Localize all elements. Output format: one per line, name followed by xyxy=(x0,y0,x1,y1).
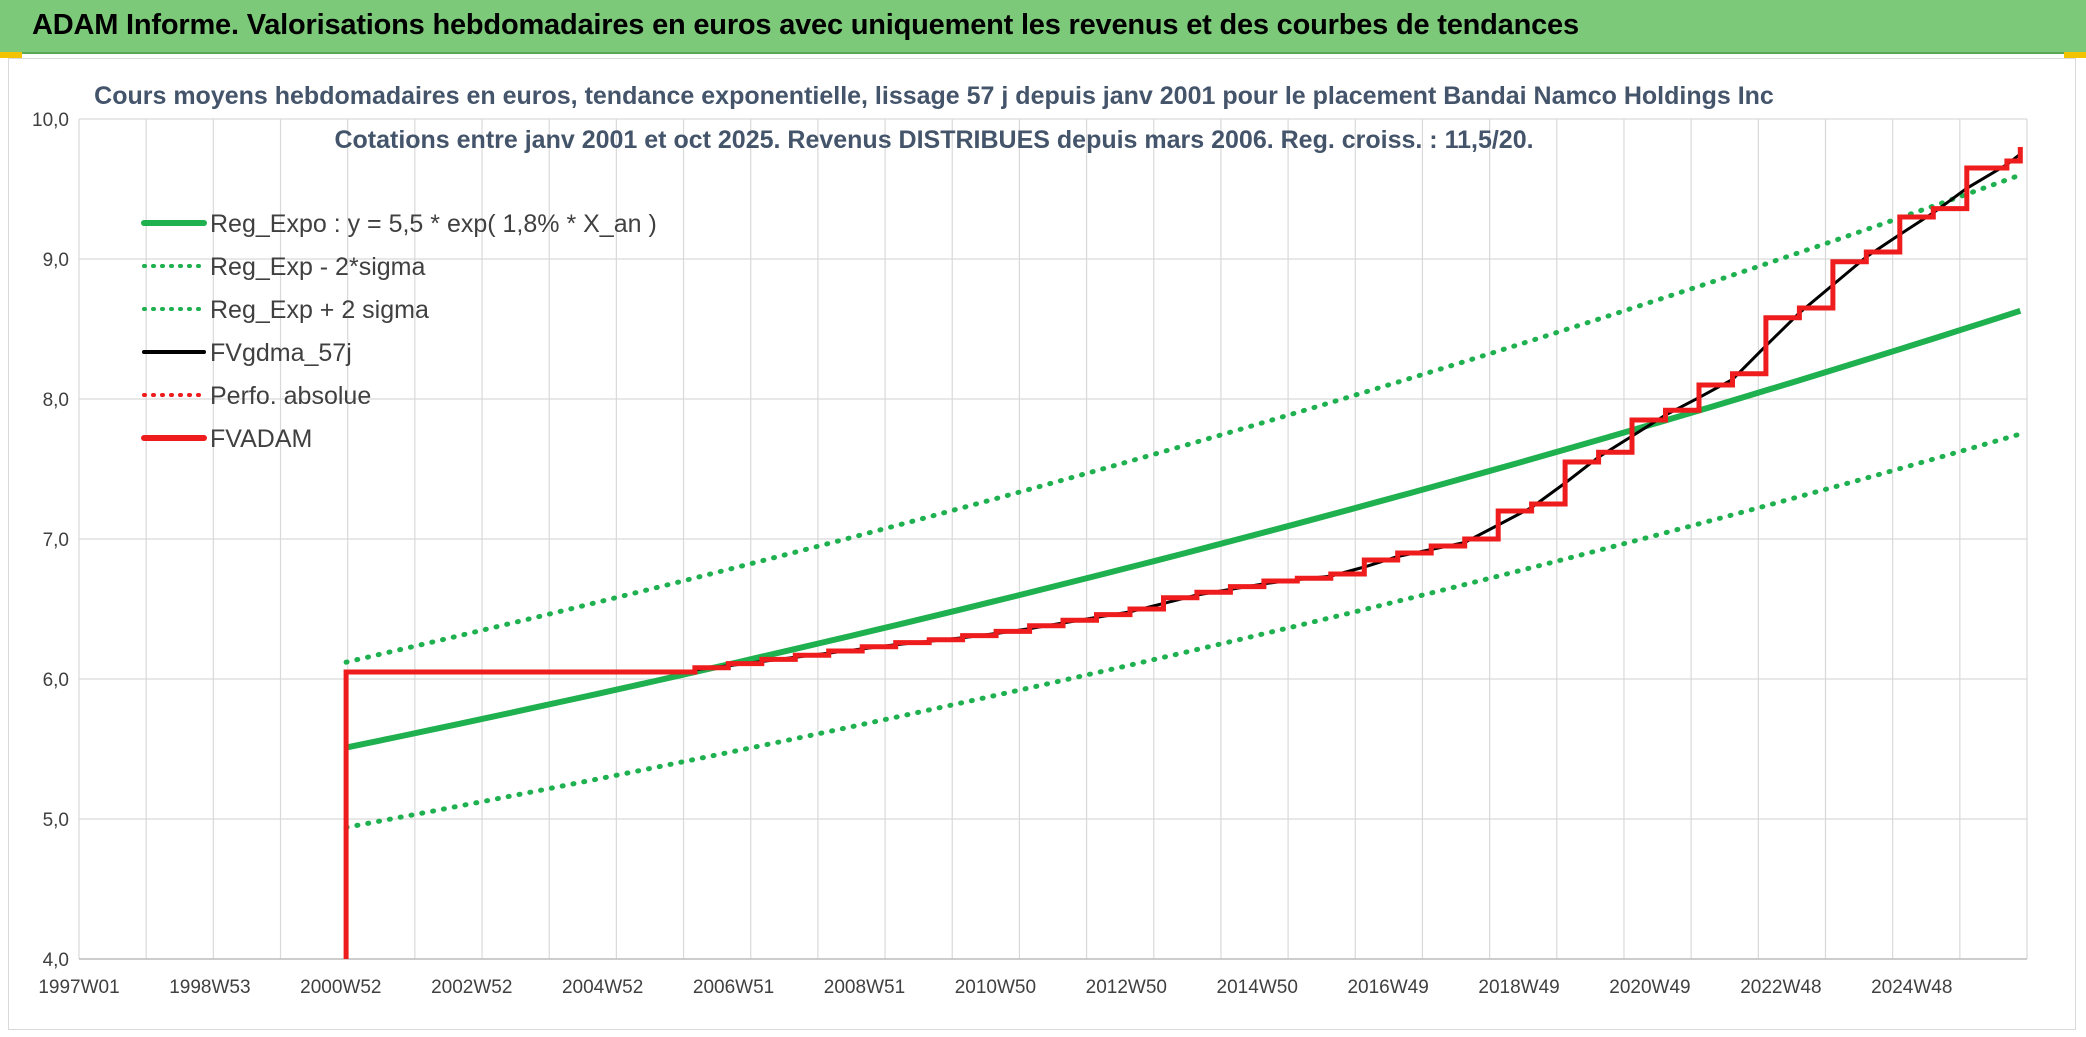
x-tick-label: 2006W51 xyxy=(693,977,774,998)
y-axis: 4,0 5,0 6,0 7,0 8,0 9,0 10,0 xyxy=(32,110,69,971)
y-tick-label: 9,0 xyxy=(43,250,69,271)
fvgdma-57j-line xyxy=(694,152,2022,672)
y-tick-label: 10,0 xyxy=(32,110,69,131)
corner-marker-left xyxy=(0,52,22,58)
chart-grid xyxy=(78,118,2028,960)
x-tick-label: 2016W49 xyxy=(1347,977,1428,998)
x-tick-label: 1998W53 xyxy=(169,977,250,998)
y-tick-label: 8,0 xyxy=(43,390,69,411)
chart-title: Cours moyens hebdomadaires en euros, ten… xyxy=(94,82,1774,154)
x-tick-label: 2002W52 xyxy=(431,977,512,998)
reg-expo-line xyxy=(345,307,2022,751)
x-tick-label: 2024W48 xyxy=(1871,977,1952,998)
chart-title-line-2: Cotations entre janv 2001 et oct 2025. R… xyxy=(334,126,1533,154)
x-tick-label: 2008W51 xyxy=(824,977,905,998)
report-banner: ADAM Informe. Valorisations hebdomadaire… xyxy=(0,0,2086,54)
x-tick-label: 2018W49 xyxy=(1478,977,1559,998)
chart-frame: 4,0 5,0 6,0 7,0 8,0 9,0 10,0 1997W01 1998W53 200… xyxy=(8,58,2076,1030)
report-title: ADAM Informe. Valorisations hebdomadaire… xyxy=(32,9,1579,41)
x-tick-label: 2012W50 xyxy=(1086,977,1167,998)
y-tick-label: 4,0 xyxy=(43,950,69,971)
corner-marker-right xyxy=(2064,52,2086,58)
chart-series xyxy=(343,147,2023,959)
legend-label: Reg_Exp + 2 sigma xyxy=(210,296,429,324)
x-tick-label: 2000W52 xyxy=(300,977,381,998)
fvadam-line xyxy=(343,147,2023,959)
y-tick-label: 6,0 xyxy=(43,670,69,691)
legend-label: Reg_Exp - 2*sigma xyxy=(210,253,425,281)
x-tick-label: 1997W01 xyxy=(38,977,119,998)
y-tick-label: 5,0 xyxy=(43,810,69,831)
x-tick-label: 2022W48 xyxy=(1740,977,1821,998)
chart-legend: Reg_Expo : y = 5,5 * exp( 1,8% * X_an ) R… xyxy=(141,210,657,453)
legend-label: Perfo. absolue xyxy=(210,382,371,410)
legend-label: Reg_Expo : y = 5,5 * exp( 1,8% * X_an ) xyxy=(210,210,657,238)
x-tick-label: 2020W49 xyxy=(1609,977,1690,998)
legend-label: FVADAM xyxy=(210,425,312,453)
chart-title-line-1: Cours moyens hebdomadaires en euros, ten… xyxy=(94,82,1774,110)
y-tick-label: 7,0 xyxy=(43,530,69,551)
reg-exp-minus-2sigma-line xyxy=(343,431,2023,830)
x-axis: 1997W01 1998W53 2000W52 2002W52 2004W52 2006W… xyxy=(38,977,1952,998)
x-tick-label: 2004W52 xyxy=(562,977,643,998)
x-tick-label: 2010W50 xyxy=(955,977,1036,998)
legend-label: FVgdma_57j xyxy=(210,339,352,367)
chart: 4,0 5,0 6,0 7,0 8,0 9,0 10,0 1997W01 1998W53 200… xyxy=(32,82,2028,998)
x-tick-label: 2014W50 xyxy=(1217,977,1298,998)
reg-exp-plus-2sigma-line xyxy=(343,172,2023,665)
